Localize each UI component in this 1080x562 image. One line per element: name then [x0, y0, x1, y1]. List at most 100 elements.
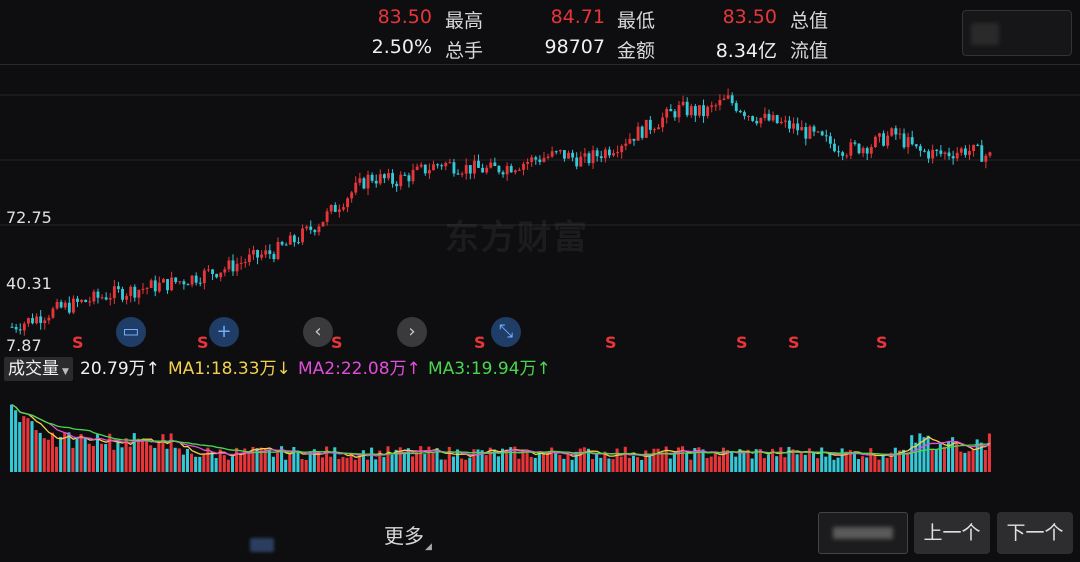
candle-body — [722, 98, 726, 100]
volume-bar — [239, 453, 243, 472]
ma2-text: MA2:22.08万 — [298, 359, 407, 379]
scroll-right-icon[interactable]: › — [397, 317, 427, 347]
candle-body — [387, 173, 390, 179]
volume-bar — [664, 446, 668, 472]
candle-body — [342, 207, 345, 210]
price-axis-label-bottom: 7.87 — [6, 336, 42, 355]
kline-canvas[interactable] — [0, 65, 1080, 355]
candle-body — [350, 192, 354, 199]
volume-bar — [382, 457, 386, 472]
candle-body — [882, 133, 886, 146]
preview-thumbnail[interactable] — [818, 512, 908, 554]
quote-value-1: 83.50 — [377, 6, 432, 28]
volume-bar — [177, 448, 181, 472]
volume-bar — [738, 449, 742, 472]
volume-bar — [423, 454, 427, 472]
candle-body — [824, 135, 828, 137]
volume-bar — [595, 453, 599, 472]
volume-bar — [10, 404, 14, 472]
candle-body — [873, 136, 877, 147]
volume-bar — [586, 448, 590, 472]
more-button[interactable]: 更多◢ — [384, 520, 432, 552]
candle-body — [988, 152, 992, 156]
candle-body — [190, 275, 194, 285]
volume-bar — [533, 457, 537, 472]
candle-body — [121, 288, 124, 300]
volume-bar — [378, 450, 382, 472]
candle-body — [31, 318, 34, 324]
screen-icon[interactable]: ▭ — [116, 317, 146, 347]
volume-bar — [861, 456, 865, 472]
candle-body — [894, 128, 898, 135]
candle-body — [505, 166, 509, 175]
volume-bar — [185, 448, 190, 472]
volume-bar — [971, 449, 975, 472]
volume-bar — [435, 448, 439, 472]
volume-bar — [623, 446, 627, 472]
volume-bar — [181, 454, 185, 472]
zoom-in-icon[interactable]: + — [209, 317, 239, 347]
volume-bar — [799, 452, 803, 472]
volume-canvas[interactable] — [0, 386, 1080, 476]
collapse-icon[interactable]: ⤡ — [491, 317, 521, 347]
candle-body — [264, 250, 268, 255]
indicator-select-label: 成交量 — [8, 359, 59, 379]
candle-body — [501, 172, 505, 175]
volume-chart[interactable] — [0, 386, 1080, 476]
previous-button[interactable]: 上一个 — [914, 512, 990, 554]
candle-body — [26, 318, 30, 324]
candle-body — [698, 105, 701, 116]
volume-bar — [480, 450, 484, 472]
candle-body — [63, 302, 67, 308]
candle-body — [804, 127, 808, 139]
candle-body — [272, 254, 276, 260]
volume-bar — [464, 459, 468, 472]
volume-bar — [226, 459, 230, 472]
candle-body — [681, 101, 685, 106]
candle-body — [865, 148, 869, 154]
candle-body — [628, 138, 632, 144]
volume-bar — [742, 450, 746, 472]
candle-body — [456, 173, 460, 175]
volume-bar — [856, 459, 861, 472]
volume-bar — [803, 454, 807, 472]
candle-body — [788, 120, 791, 129]
candle-body — [108, 298, 112, 300]
candle-body — [730, 95, 734, 104]
volume-bar — [951, 437, 955, 472]
volume-bar — [521, 449, 525, 472]
candle-body — [685, 101, 689, 116]
candle-body — [558, 150, 562, 152]
volume-bar — [415, 451, 419, 472]
candle-body — [607, 149, 611, 156]
sell-signal: S — [876, 333, 888, 352]
candle-body — [661, 117, 665, 128]
volume-bar — [693, 448, 697, 472]
candle-body — [47, 317, 51, 321]
volume-bar — [942, 446, 946, 472]
volume-bar — [824, 456, 828, 472]
volume-bar — [607, 458, 611, 472]
volume-bar — [235, 447, 239, 472]
candle-body — [211, 269, 214, 275]
volume-bar — [946, 441, 951, 472]
volume-bar — [779, 447, 783, 472]
chart-thumbnail[interactable] — [962, 10, 1072, 56]
volume-bar — [145, 439, 149, 472]
candle-body — [468, 165, 472, 174]
kline-chart[interactable] — [0, 65, 1080, 355]
volume-bar — [59, 436, 63, 472]
volume-bar — [832, 459, 836, 472]
volume-bar — [161, 434, 165, 472]
candle-body — [718, 99, 722, 106]
volume-bar — [329, 456, 333, 472]
sell-signal: S — [474, 333, 486, 352]
indicator-select[interactable]: 成交量 ▼ — [4, 357, 73, 381]
scroll-left-icon[interactable]: ‹ — [303, 317, 333, 347]
candle-body — [575, 157, 579, 167]
volume-bar — [591, 459, 595, 472]
volume-bar — [431, 451, 435, 472]
next-button[interactable]: 下一个 — [997, 512, 1073, 554]
volume-bar — [840, 448, 844, 472]
volume-bar — [554, 453, 558, 472]
